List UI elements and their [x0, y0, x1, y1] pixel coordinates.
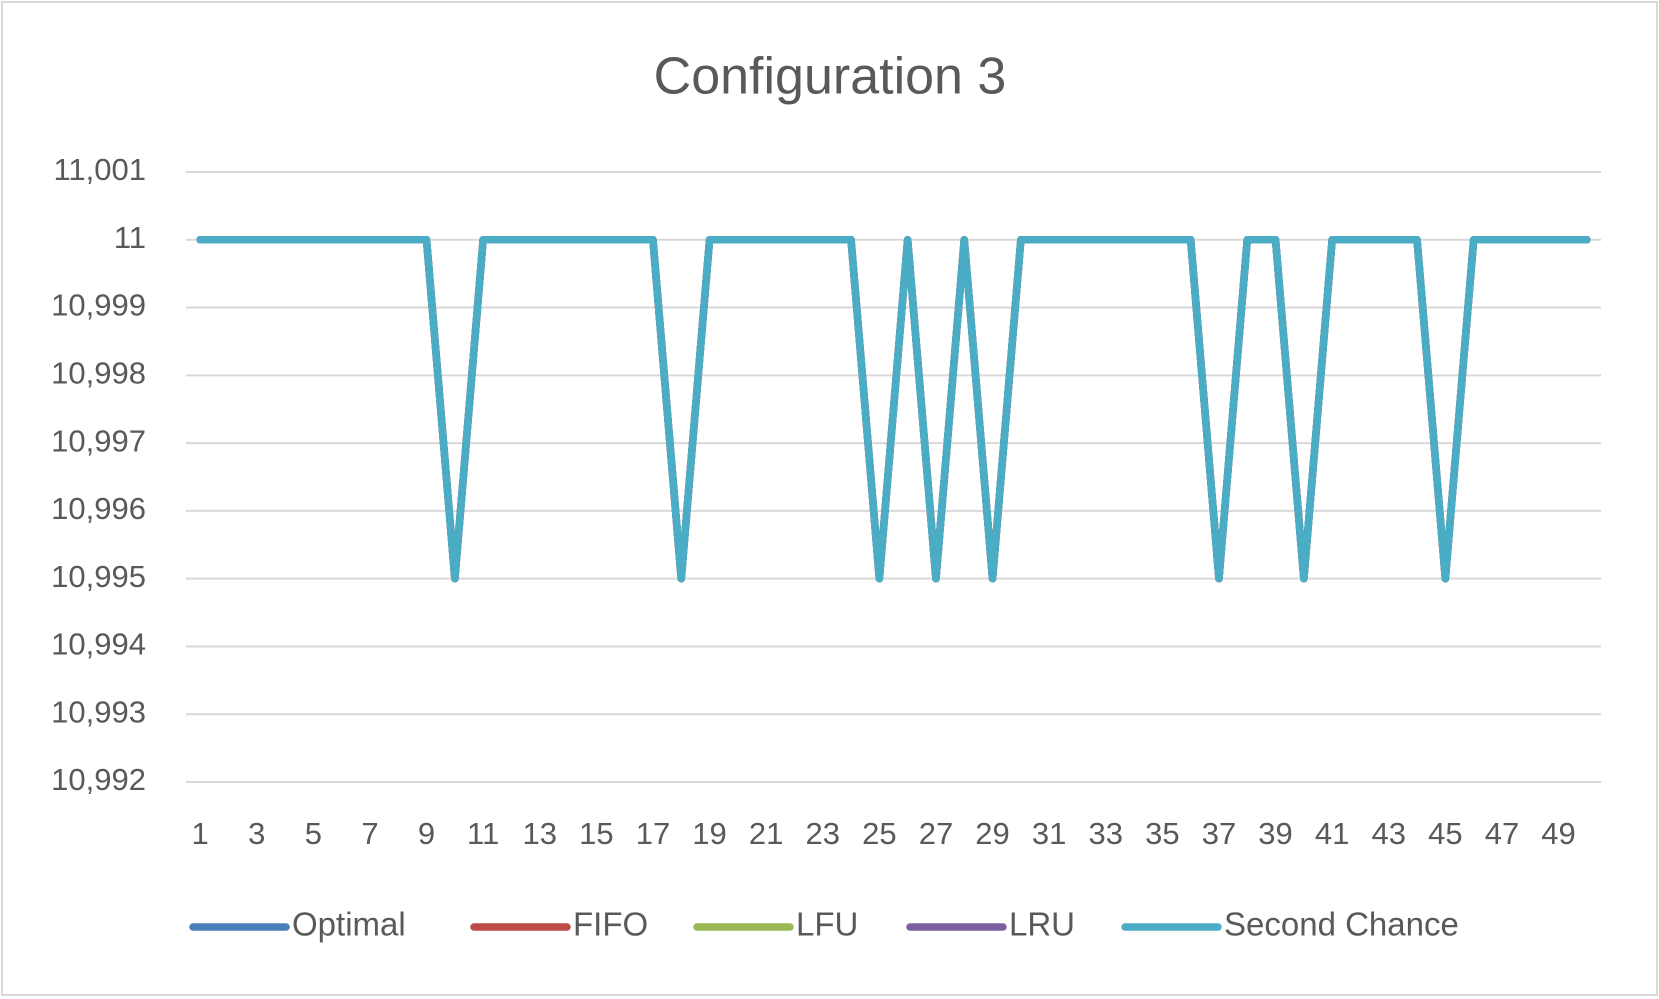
x-tick-label: 21	[749, 816, 783, 851]
chart-title: Configuration 3	[654, 48, 1007, 106]
x-tick-label: 13	[523, 816, 557, 851]
x-tick-label: 17	[636, 816, 670, 851]
x-tick-label: 27	[919, 816, 953, 851]
x-tick-label: 19	[692, 816, 726, 851]
x-tick-label: 35	[1145, 816, 1179, 851]
y-tick-label: 11	[114, 220, 146, 255]
y-tick-label: 10,996	[51, 491, 146, 526]
legend-label: FIFO	[573, 906, 648, 943]
x-tick-label: 41	[1315, 816, 1349, 851]
y-tick-label: 10,995	[51, 559, 146, 594]
x-tick-label: 5	[305, 816, 322, 851]
x-tick-label: 3	[248, 816, 265, 851]
series-line	[196, 236, 1591, 583]
y-tick-label: 10,993	[51, 694, 146, 729]
legend-label: LFU	[796, 906, 858, 943]
x-tick-label: 45	[1428, 816, 1462, 851]
legend-label: LRU	[1009, 906, 1075, 943]
x-tick-label: 11	[467, 816, 499, 851]
x-tick-label: 43	[1372, 816, 1406, 851]
x-tick-label: 33	[1089, 816, 1123, 851]
y-tick-label: 10,999	[51, 288, 146, 323]
y-tick-label: 10,997	[51, 423, 146, 458]
x-tick-label: 7	[361, 816, 378, 851]
x-tick-label: 47	[1485, 816, 1519, 851]
x-tick-label: 23	[806, 816, 840, 851]
legend-label: Second Chance	[1224, 906, 1459, 943]
y-tick-label: 10,992	[51, 762, 146, 797]
y-tick-label: 10,998	[51, 356, 146, 391]
x-tick-label: 9	[418, 816, 435, 851]
y-tick-label: 10,994	[51, 627, 146, 662]
x-tick-label: 15	[579, 816, 613, 851]
x-tick-label: 29	[975, 816, 1009, 851]
x-tick-label: 1	[192, 816, 209, 851]
x-tick-label: 49	[1541, 816, 1575, 851]
x-tick-label: 37	[1202, 816, 1236, 851]
y-tick-label: 11,001	[53, 152, 146, 187]
x-tick-label: 31	[1032, 816, 1066, 851]
x-tick-label: 39	[1258, 816, 1292, 851]
legend-label: Optimal	[292, 906, 406, 943]
x-tick-label: 25	[862, 816, 896, 851]
